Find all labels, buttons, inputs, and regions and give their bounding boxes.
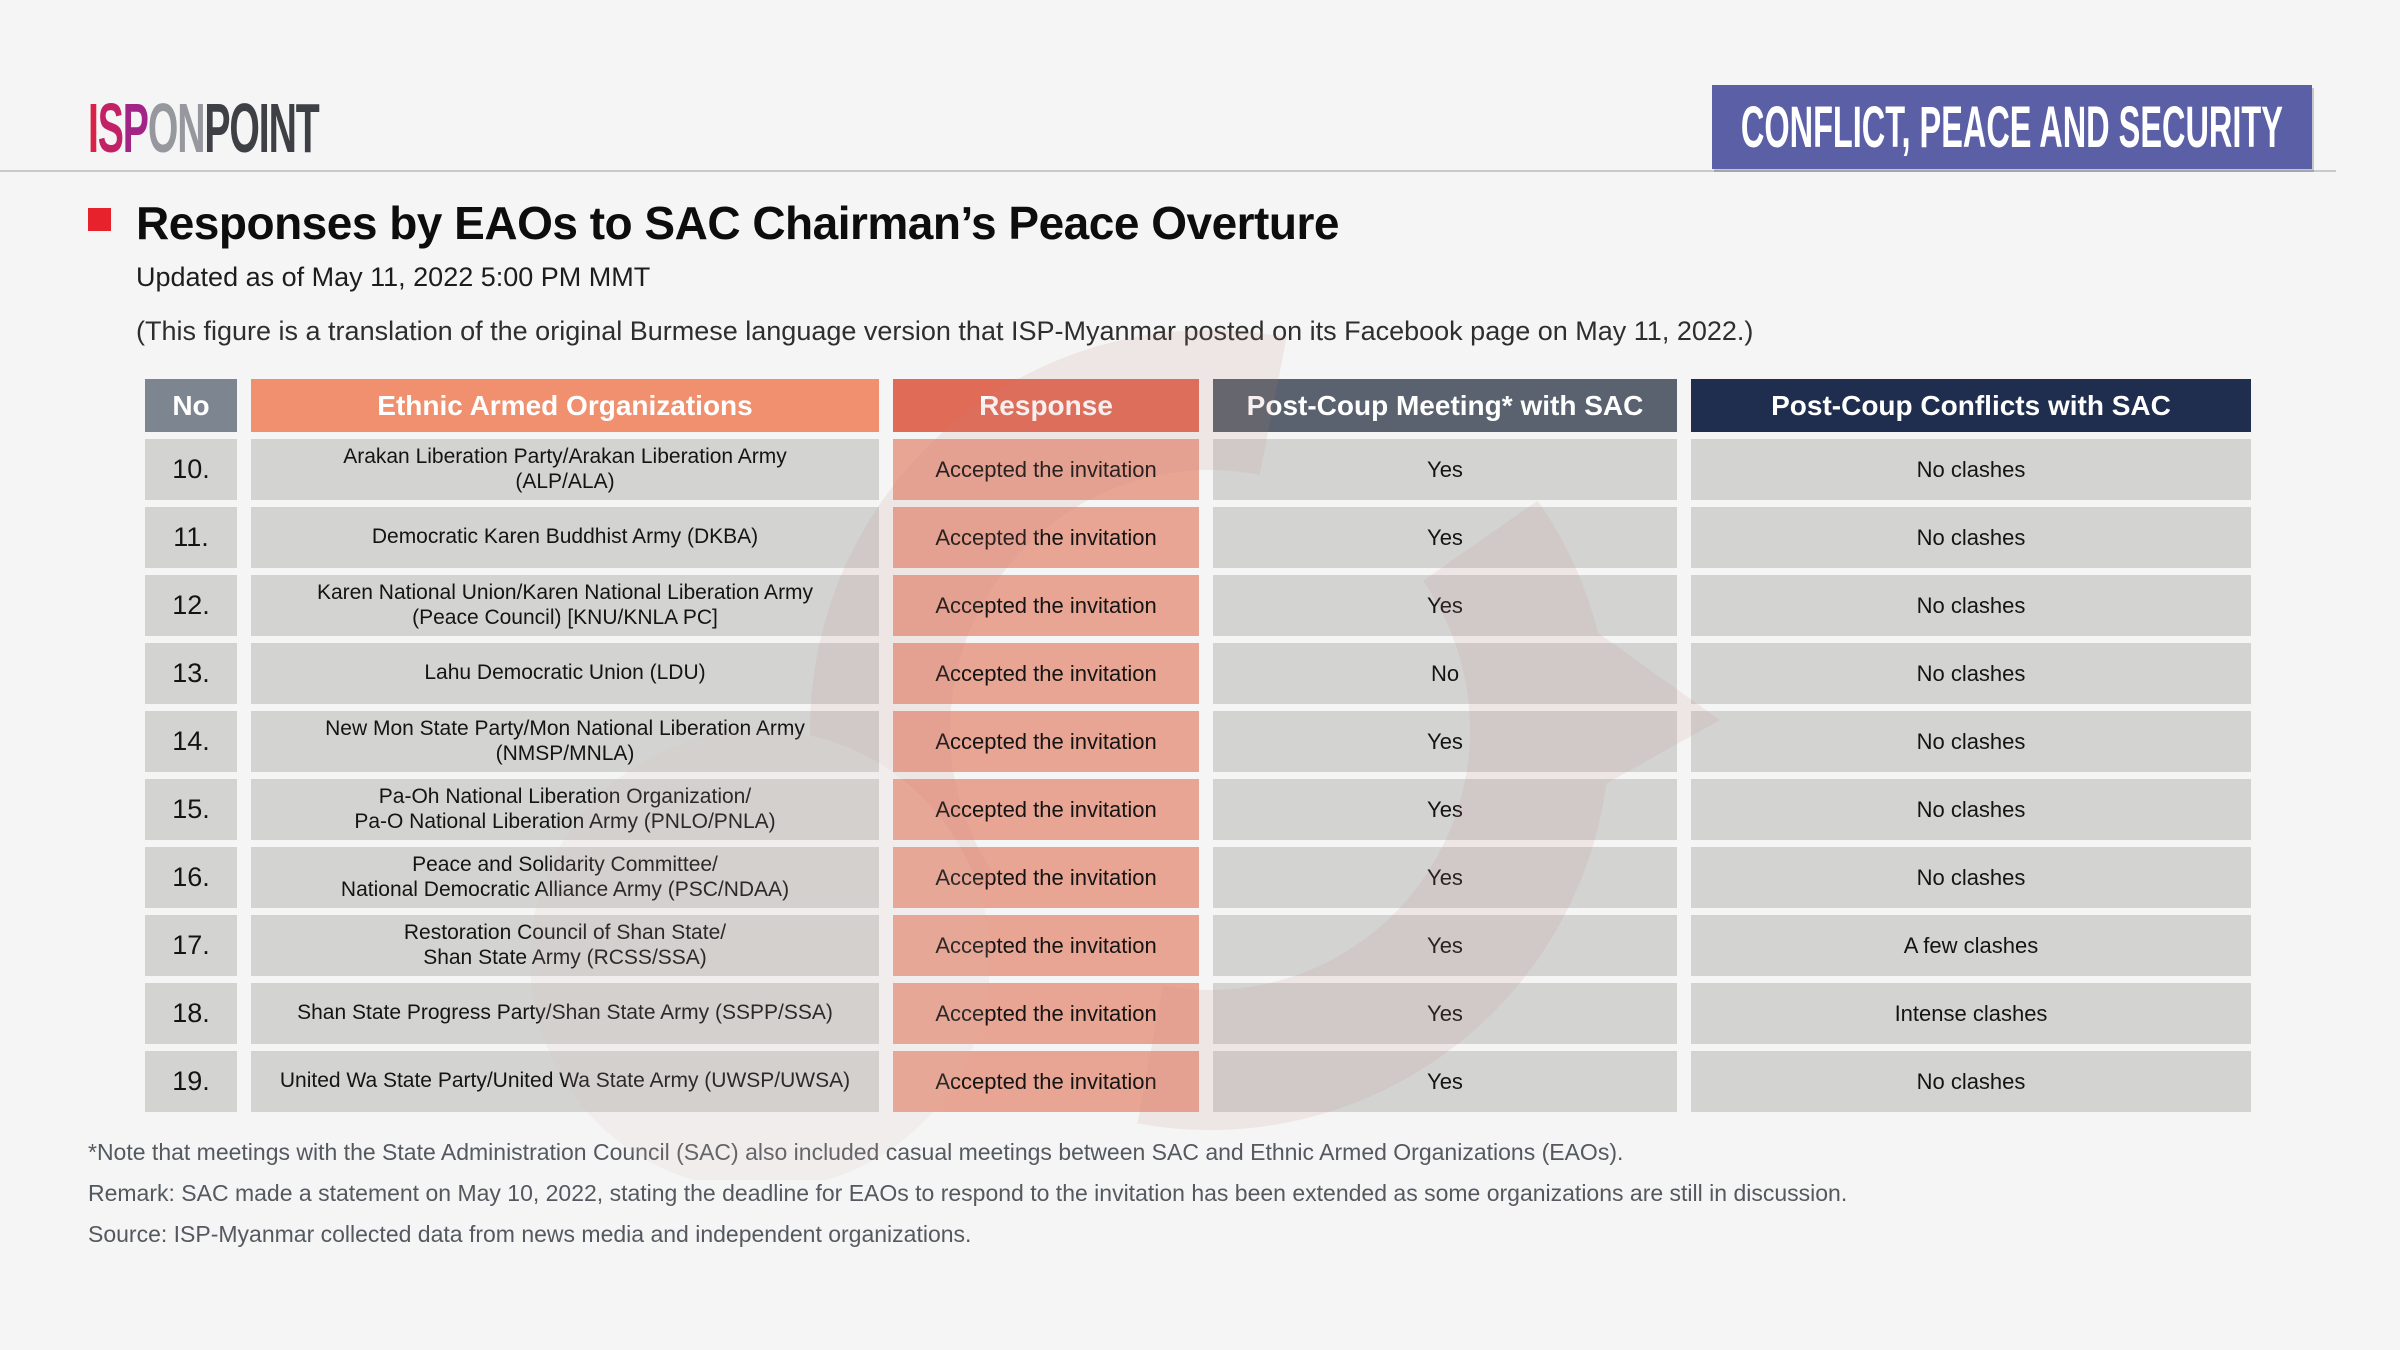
response-cell: Accepted the invitation [893, 507, 1199, 568]
conflicts-cell: No clashes [1691, 507, 2251, 568]
header-divider [0, 170, 2336, 172]
title-row: Responses by EAOs to SAC Chairman’s Peac… [88, 196, 1339, 250]
response-cell: Accepted the invitation [893, 711, 1199, 772]
conflicts-cell: A few clashes [1691, 915, 2251, 976]
row-number-cell: 16. [145, 847, 237, 908]
logo-segment: POINT [204, 89, 319, 167]
response-cell: Accepted the invitation [893, 915, 1199, 976]
response-cell: Accepted the invitation [893, 643, 1199, 704]
meeting-cell: Yes [1213, 847, 1677, 908]
meeting-cell: Yes [1213, 915, 1677, 976]
logo-segment: ON [147, 89, 206, 167]
row-number-cell: 12. [145, 575, 237, 636]
logo-segment: S [97, 89, 124, 167]
org-cell: United Wa State Party/United Wa State Ar… [251, 1051, 879, 1112]
row-number-cell: 10. [145, 439, 237, 500]
row-number-cell: 11. [145, 507, 237, 568]
meeting-cell: Yes [1213, 575, 1677, 636]
meeting-cell: Yes [1213, 779, 1677, 840]
meeting-cell: Yes [1213, 983, 1677, 1044]
isp-onpoint-logo: ISPONPOINT [88, 93, 320, 163]
row-number-cell: 18. [145, 983, 237, 1044]
response-cell: Accepted the invitation [893, 575, 1199, 636]
org-cell: Peace and Solidarity Committee/ National… [251, 847, 879, 908]
footer-notes: *Note that meetings with the State Admin… [88, 1132, 2368, 1255]
logo-segment: P [122, 89, 149, 167]
meeting-cell: Yes [1213, 507, 1677, 568]
org-cell: Shan State Progress Party/Shan State Arm… [251, 983, 879, 1044]
conflicts-cell: No clashes [1691, 847, 2251, 908]
response-cell: Accepted the invitation [893, 779, 1199, 840]
response-cell: Accepted the invitation [893, 1051, 1199, 1112]
conflicts-cell: No clashes [1691, 711, 2251, 772]
column-header-conflicts: Post-Coup Conflicts with SAC [1691, 379, 2251, 432]
translation-note: (This figure is a translation of the ori… [136, 316, 1754, 346]
conflicts-cell: No clashes [1691, 575, 2251, 636]
category-banner: CONFLICT, PEACE AND SECURITY [1712, 85, 2312, 169]
meeting-cell: Yes [1213, 711, 1677, 772]
response-cell: Accepted the invitation [893, 983, 1199, 1044]
footnote-meetings: *Note that meetings with the State Admin… [88, 1139, 1624, 1165]
column-header-response: Response [893, 379, 1199, 432]
row-number-cell: 13. [145, 643, 237, 704]
response-cell: Accepted the invitation [893, 439, 1199, 500]
conflicts-cell: No clashes [1691, 779, 2251, 840]
column-header-no: No [145, 379, 237, 432]
meeting-cell: No [1213, 643, 1677, 704]
org-cell: Democratic Karen Buddhist Army (DKBA) [251, 507, 879, 568]
row-number-cell: 19. [145, 1051, 237, 1112]
org-cell: Lahu Democratic Union (LDU) [251, 643, 879, 704]
red-square-bullet-icon [88, 208, 111, 231]
footnote-source: Source: ISP-Myanmar collected data from … [88, 1221, 972, 1247]
column-header-meeting: Post-Coup Meeting* with SAC [1213, 379, 1677, 432]
org-cell: Arakan Liberation Party/Arakan Liberatio… [251, 439, 879, 500]
column-header-org: Ethnic Armed Organizations [251, 379, 879, 432]
meeting-cell: Yes [1213, 439, 1677, 500]
org-cell: Restoration Council of Shan State/ Shan … [251, 915, 879, 976]
meeting-cell: Yes [1213, 1051, 1677, 1112]
org-cell: Karen National Union/Karen National Libe… [251, 575, 879, 636]
row-number-cell: 14. [145, 711, 237, 772]
row-number-cell: 17. [145, 915, 237, 976]
footnote-remark: Remark: SAC made a statement on May 10, … [88, 1180, 1848, 1206]
eao-response-table: No Ethnic Armed Organizations Response P… [145, 379, 2251, 1112]
response-cell: Accepted the invitation [893, 847, 1199, 908]
conflicts-cell: Intense clashes [1691, 983, 2251, 1044]
page-title: Responses by EAOs to SAC Chairman’s Peac… [136, 197, 1339, 249]
org-cell: New Mon State Party/Mon National Liberat… [251, 711, 879, 772]
row-number-cell: 15. [145, 779, 237, 840]
conflicts-cell: No clashes [1691, 643, 2251, 704]
conflicts-cell: No clashes [1691, 439, 2251, 500]
conflicts-cell: No clashes [1691, 1051, 2251, 1112]
org-cell: Pa-Oh National Liberation Organization/ … [251, 779, 879, 840]
category-banner-label: CONFLICT, PEACE AND SECURITY [1741, 94, 2283, 160]
updated-timestamp: Updated as of May 11, 2022 5:00 PM MMT [136, 262, 651, 292]
logo-segment: I [88, 89, 99, 167]
